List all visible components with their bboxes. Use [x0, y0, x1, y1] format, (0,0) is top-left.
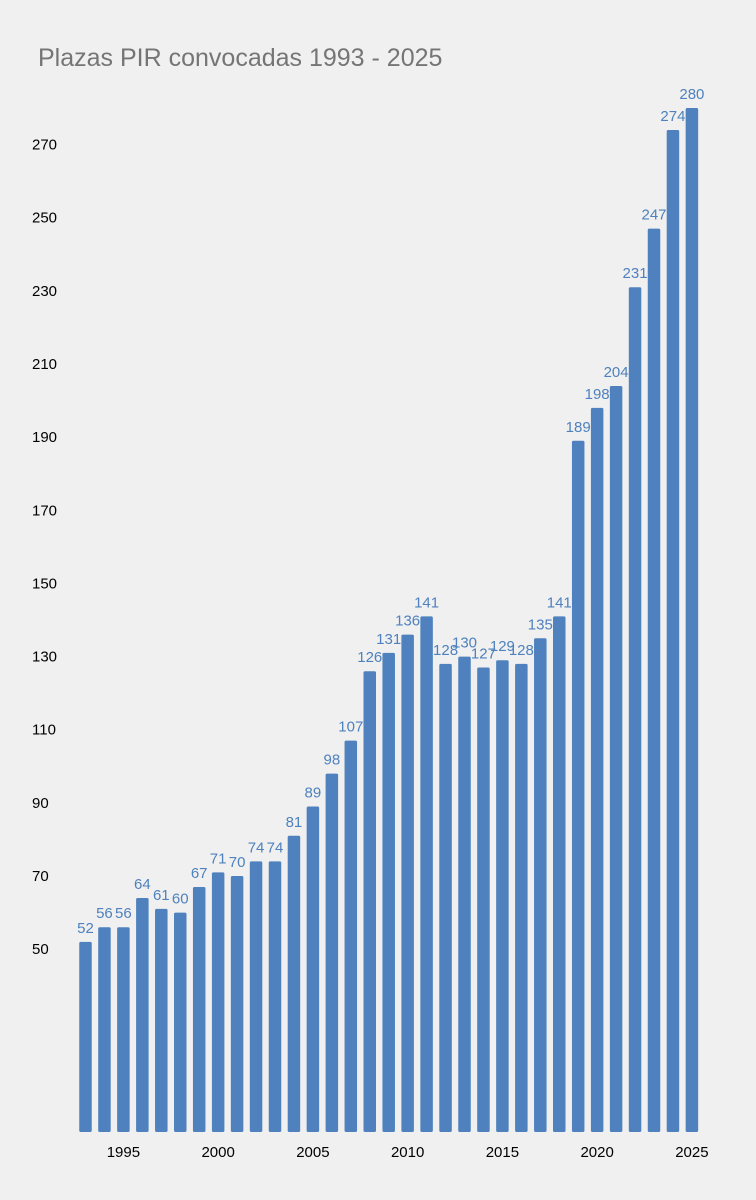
data-label: 61 [153, 887, 170, 904]
data-label: 274 [660, 108, 685, 125]
bar [571, 440, 585, 1132]
data-label: 280 [679, 86, 704, 103]
bar [609, 385, 623, 1132]
data-label: 129 [490, 638, 515, 655]
bar [98, 927, 111, 1132]
data-label: 81 [286, 814, 303, 831]
y-tick-label: 230 [32, 283, 57, 300]
bar [192, 886, 206, 1132]
x-tick-label: 2010 [391, 1144, 424, 1161]
bar [249, 861, 263, 1132]
data-label: 128 [433, 642, 458, 659]
bar [401, 634, 414, 1132]
bar [306, 806, 320, 1132]
data-label: 247 [641, 207, 666, 224]
y-tick-label: 190 [32, 429, 57, 446]
bar [628, 287, 642, 1132]
y-tick-label: 270 [32, 137, 57, 154]
bar [136, 897, 149, 1132]
data-label: 136 [395, 613, 420, 630]
data-label: 126 [357, 649, 382, 666]
data-label: 74 [267, 839, 284, 856]
y-tick-label: 130 [32, 649, 57, 666]
data-label: 89 [305, 785, 322, 802]
data-label: 204 [604, 364, 629, 381]
data-label: 70 [229, 854, 246, 871]
y-axis: 50 70 90 110 130 150 170 190 210 230 250 270 [32, 137, 57, 959]
data-label: 64 [134, 876, 151, 893]
x-tick-label: 2000 [201, 1144, 234, 1161]
bar [325, 773, 339, 1132]
data-label: 74 [248, 839, 265, 856]
bar [666, 129, 680, 1132]
bar [155, 908, 168, 1132]
data-label: 231 [623, 265, 648, 282]
bar [287, 835, 301, 1132]
data-label: 67 [191, 865, 208, 882]
data-label: 71 [210, 850, 227, 867]
bar [382, 652, 395, 1132]
bar [534, 638, 547, 1132]
x-axis: 1995 2000 2005 2010 2015 2020 2025 [107, 1144, 709, 1161]
y-tick-label: 170 [32, 502, 57, 519]
y-tick-label: 90 [32, 795, 49, 812]
bar [344, 740, 358, 1132]
bar [496, 660, 509, 1132]
y-tick-label: 210 [32, 356, 57, 373]
data-label: 60 [172, 891, 189, 908]
data-label: 135 [528, 616, 553, 633]
data-label: 130 [452, 635, 477, 652]
data-label: 131 [376, 631, 401, 648]
data-label: 56 [115, 905, 132, 922]
y-tick-label: 150 [32, 575, 57, 592]
bars [79, 108, 699, 1132]
data-label: 52 [77, 920, 94, 937]
bar [590, 407, 604, 1132]
y-tick-label: 250 [32, 210, 57, 227]
x-tick-label: 2025 [675, 1144, 708, 1161]
bar [174, 912, 187, 1132]
bar [477, 667, 490, 1132]
chart-title: Plazas PIR convocadas 1993 - 2025 [38, 44, 442, 72]
x-tick-label: 1995 [107, 1144, 140, 1161]
bar [647, 228, 661, 1132]
bar [515, 663, 528, 1132]
x-tick-label: 2015 [486, 1144, 519, 1161]
y-tick-label: 110 [32, 722, 56, 739]
x-tick-label: 2005 [296, 1144, 329, 1161]
y-tick-label: 70 [32, 868, 49, 885]
bar [79, 941, 92, 1132]
bar [230, 876, 244, 1132]
data-label: 189 [566, 419, 591, 436]
data-label: 98 [324, 752, 341, 769]
x-tick-label: 2020 [580, 1144, 613, 1161]
bar [685, 108, 699, 1132]
data-label: 127 [471, 646, 496, 663]
bar [420, 616, 433, 1132]
bar [363, 671, 376, 1132]
data-label: 198 [585, 386, 610, 403]
bar [458, 656, 471, 1132]
bar [211, 872, 225, 1132]
bar [553, 616, 566, 1132]
data-label: 56 [96, 905, 113, 922]
data-label: 141 [414, 594, 439, 611]
bar [439, 663, 452, 1132]
data-label: 107 [338, 719, 363, 736]
bar [268, 861, 282, 1132]
data-label: 128 [509, 642, 534, 659]
data-label: 141 [547, 594, 572, 611]
y-tick-label: 50 [32, 941, 49, 958]
bar [117, 927, 130, 1132]
